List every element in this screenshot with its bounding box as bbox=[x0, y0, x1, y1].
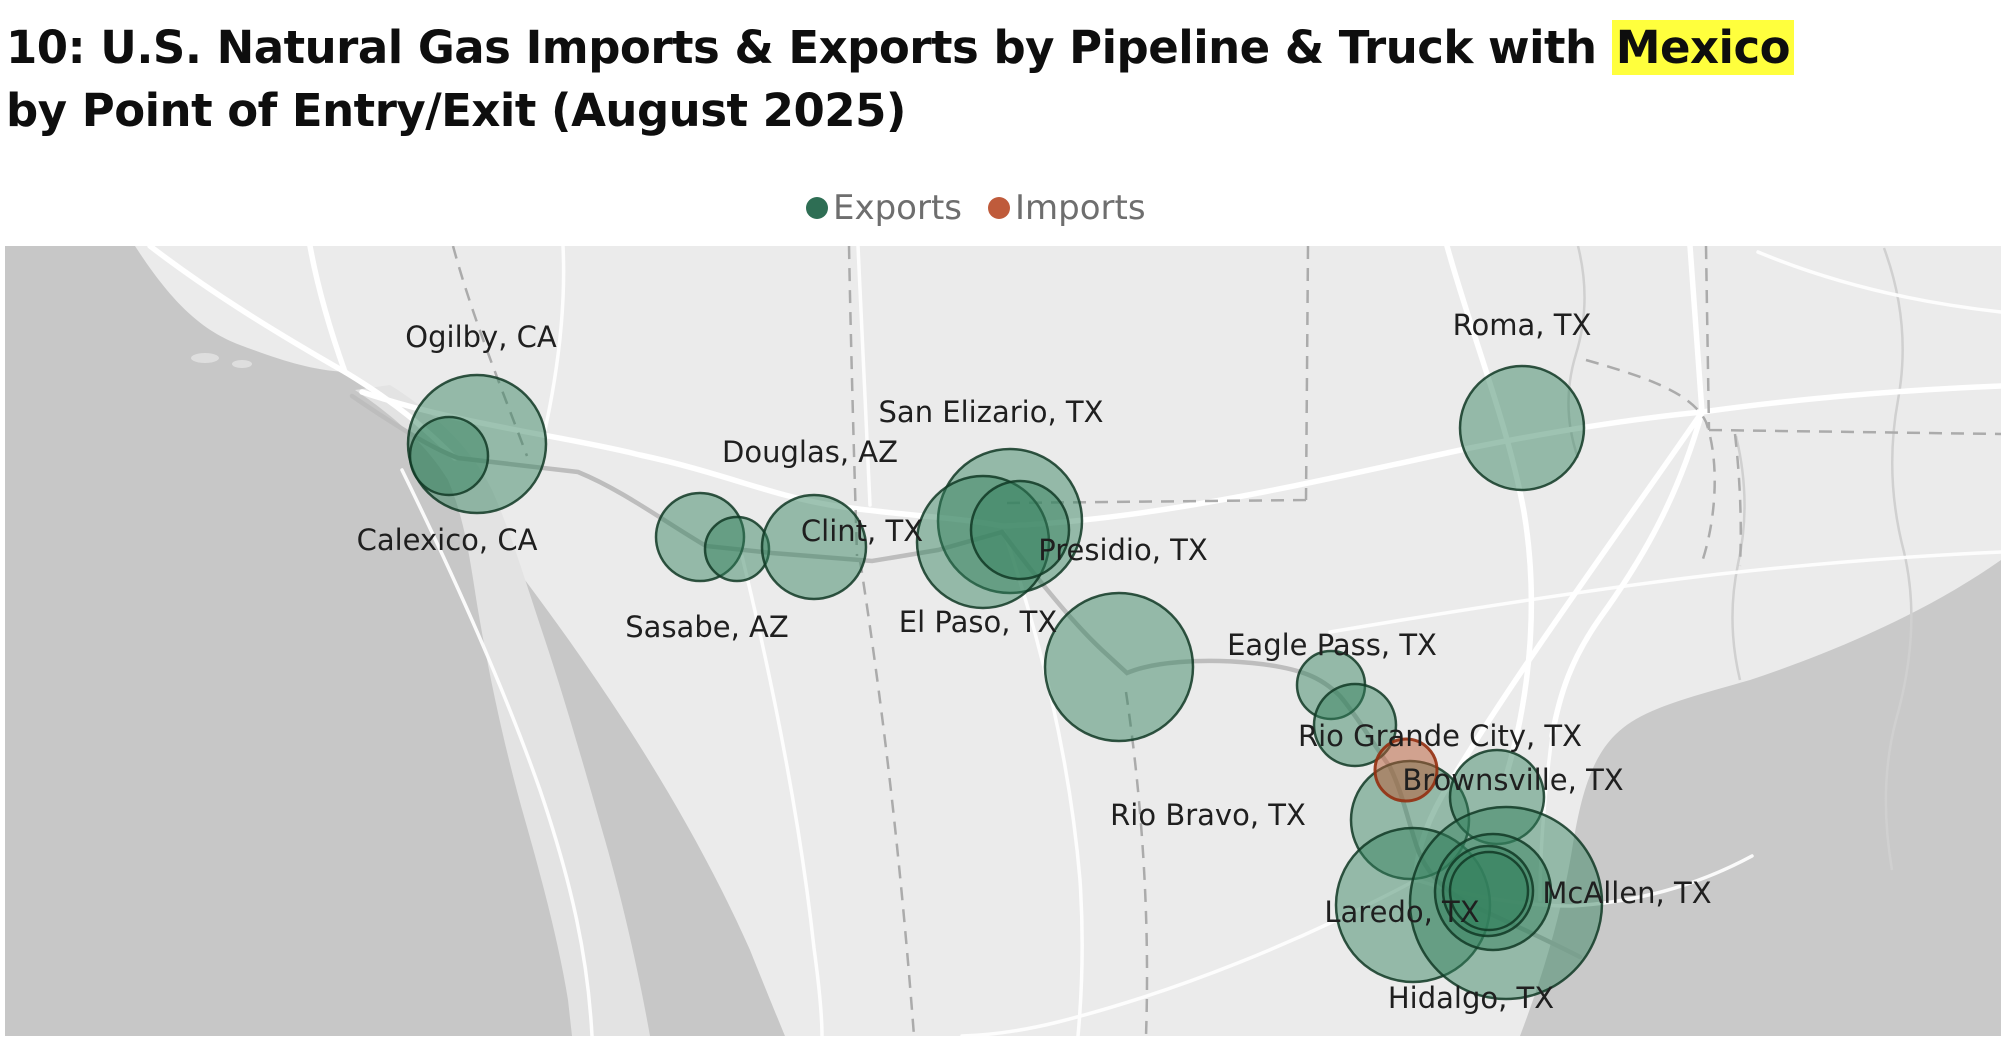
legend-label: Exports bbox=[833, 188, 963, 228]
bubble-exports-el-paso-tx[interactable] bbox=[915, 474, 1051, 610]
title-highlight-mexico: Mexico bbox=[1611, 20, 1795, 75]
bubble-layer bbox=[406, 364, 1604, 1001]
bubble-exports-hidalgo-tx[interactable] bbox=[1448, 850, 1530, 932]
legend-label: Imports bbox=[1015, 188, 1146, 228]
bubble-exports-mcallen-tx[interactable] bbox=[1408, 805, 1604, 1001]
rivers-layer bbox=[1567, 246, 1913, 871]
basemap bbox=[5, 246, 2001, 1036]
bubble-exports-el-paso-tx[interactable] bbox=[969, 479, 1071, 581]
legend: Exports Imports bbox=[806, 188, 1146, 228]
bubble-exports-presidio-tx[interactable] bbox=[1043, 591, 1195, 743]
legend-dot-imports bbox=[988, 197, 1011, 219]
legend-item-exports: Exports bbox=[806, 188, 962, 228]
baja-peninsula bbox=[355, 385, 650, 1036]
bubble-exports-clint-tx[interactable] bbox=[760, 493, 868, 601]
bubble-imports-rio-grande-city-tx[interactable] bbox=[1373, 737, 1439, 803]
bubble-exports-douglas-az[interactable] bbox=[703, 515, 771, 583]
roads-minor-layer bbox=[400, 246, 2001, 1036]
island bbox=[191, 353, 219, 363]
bubble-exports-brownsville-tx[interactable] bbox=[1448, 748, 1546, 846]
bubble-exports-calexico-ca[interactable] bbox=[408, 415, 490, 497]
legend-dot-exports bbox=[806, 197, 828, 219]
bubble-exports-roma-tx[interactable] bbox=[1458, 364, 1586, 492]
page-title: 10: U.S. Natural Gas Imports & Exports b… bbox=[6, 16, 1986, 142]
legend-item-imports: Imports bbox=[988, 188, 1146, 228]
map-canvas: Ogilby, CA Calexico, CA Sasabe, AZ Douglas,… bbox=[5, 246, 2001, 1036]
bubble-exports-ogilby-ca[interactable] bbox=[406, 373, 548, 515]
state-borders-layer bbox=[451, 246, 2001, 1036]
title-text: 10: U.S. Natural Gas Imports & Exports b… bbox=[6, 21, 1612, 74]
bubble-exports-hidalgo-tx[interactable] bbox=[1441, 844, 1535, 938]
title-line-2: by Point of Entry/Exit (August 2025) bbox=[6, 84, 906, 137]
bubble-exports-sasabe-az[interactable] bbox=[654, 491, 746, 583]
title-line-1: 10: U.S. Natural Gas Imports & Exports b… bbox=[6, 16, 1986, 79]
gulf-of-mexico bbox=[1520, 560, 2001, 1036]
bubble-exports-san-elizario-tx[interactable] bbox=[936, 447, 1084, 595]
bubble-exports-eagle-pass-tx[interactable] bbox=[1312, 682, 1398, 768]
island bbox=[232, 360, 252, 368]
